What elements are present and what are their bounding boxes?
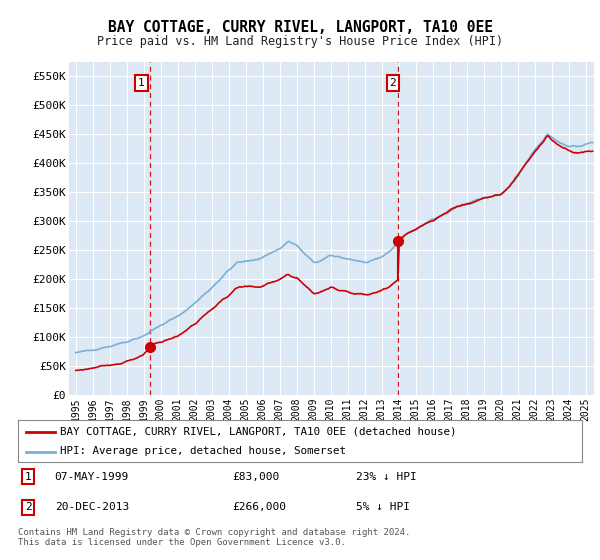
Text: BAY COTTAGE, CURRY RIVEL, LANGPORT, TA10 0EE: BAY COTTAGE, CURRY RIVEL, LANGPORT, TA10… <box>107 20 493 35</box>
Text: 07-MAY-1999: 07-MAY-1999 <box>55 472 129 482</box>
Text: Price paid vs. HM Land Registry's House Price Index (HPI): Price paid vs. HM Land Registry's House … <box>97 35 503 48</box>
Text: 1: 1 <box>25 472 32 482</box>
Text: 2: 2 <box>389 78 396 88</box>
Text: 5% ↓ HPI: 5% ↓ HPI <box>356 502 410 512</box>
Text: Contains HM Land Registry data © Crown copyright and database right 2024.
This d: Contains HM Land Registry data © Crown c… <box>18 528 410 547</box>
Text: BAY COTTAGE, CURRY RIVEL, LANGPORT, TA10 0EE (detached house): BAY COTTAGE, CURRY RIVEL, LANGPORT, TA10… <box>60 427 457 437</box>
Text: HPI: Average price, detached house, Somerset: HPI: Average price, detached house, Some… <box>60 446 346 456</box>
Text: 23% ↓ HPI: 23% ↓ HPI <box>356 472 417 482</box>
Text: 1: 1 <box>138 78 145 88</box>
Text: 2: 2 <box>25 502 32 512</box>
Text: £266,000: £266,000 <box>232 502 286 512</box>
Text: £83,000: £83,000 <box>232 472 280 482</box>
Text: 20-DEC-2013: 20-DEC-2013 <box>55 502 129 512</box>
